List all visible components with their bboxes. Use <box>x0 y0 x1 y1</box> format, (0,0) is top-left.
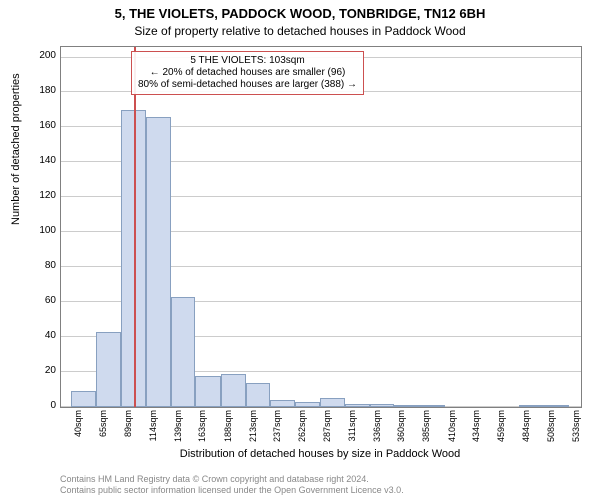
x-tick-label: 114sqm <box>149 410 158 450</box>
x-tick-label: 385sqm <box>422 410 431 450</box>
x-tick-label: 336sqm <box>373 410 382 450</box>
y-tick-label: 60 <box>26 296 56 306</box>
x-tick-label: 311sqm <box>348 410 357 450</box>
histogram-bar <box>320 398 344 407</box>
annotation-line3: 80% of semi-detached houses are larger (… <box>138 79 357 91</box>
x-tick-label: 139sqm <box>174 410 183 450</box>
x-tick-label: 188sqm <box>224 410 233 450</box>
x-tick-label: 262sqm <box>298 410 307 450</box>
y-axis-label: Number of detached properties <box>10 73 22 225</box>
title-main: 5, THE VIOLETS, PADDOCK WOOD, TONBRIDGE,… <box>0 6 600 21</box>
x-tick-label: 213sqm <box>249 410 258 450</box>
y-tick-label: 20 <box>26 366 56 376</box>
annotation-box: 5 THE VIOLETS: 103sqm← 20% of detached h… <box>131 51 364 95</box>
histogram-bar <box>345 404 370 407</box>
x-tick-label: 410sqm <box>448 410 457 450</box>
x-tick-label: 360sqm <box>397 410 406 450</box>
y-tick-label: 0 <box>26 401 56 411</box>
histogram-bar <box>544 405 569 407</box>
histogram-bar <box>246 383 270 407</box>
histogram-bar <box>221 374 246 407</box>
x-tick-label: 434sqm <box>472 410 481 450</box>
y-tick-label: 160 <box>26 121 56 131</box>
x-tick-label: 533sqm <box>572 410 581 450</box>
x-tick-label: 237sqm <box>273 410 282 450</box>
histogram-bar <box>146 117 171 407</box>
histogram-bar <box>394 405 419 407</box>
y-tick-label: 40 <box>26 331 56 341</box>
histogram-bar <box>171 297 195 407</box>
y-tick-label: 180 <box>26 86 56 96</box>
x-tick-label: 287sqm <box>323 410 332 450</box>
y-tick-label: 100 <box>26 226 56 236</box>
annotation-line2: ← 20% of detached houses are smaller (96… <box>138 67 357 79</box>
x-tick-label: 65sqm <box>99 410 108 450</box>
y-tick-label: 200 <box>26 51 56 61</box>
histogram-bar <box>195 376 220 407</box>
attribution-line2: Contains public sector information licen… <box>60 485 404 496</box>
histogram-bar <box>295 402 320 407</box>
x-tick-label: 163sqm <box>198 410 207 450</box>
title-sub: Size of property relative to detached ho… <box>0 24 600 38</box>
histogram-bar <box>71 391 96 407</box>
chart-container: 5, THE VIOLETS, PADDOCK WOOD, TONBRIDGE,… <box>0 0 600 500</box>
y-tick-label: 140 <box>26 156 56 166</box>
histogram-bar <box>370 404 394 407</box>
x-tick-label: 484sqm <box>522 410 531 450</box>
y-tick-label: 120 <box>26 191 56 201</box>
annotation-line1: 5 THE VIOLETS: 103sqm <box>138 55 357 67</box>
x-tick-label: 89sqm <box>124 410 133 450</box>
x-tick-label: 40sqm <box>74 410 83 450</box>
x-axis-label: Distribution of detached houses by size … <box>60 448 580 460</box>
attribution: Contains HM Land Registry data © Crown c… <box>60 474 404 496</box>
histogram-bar <box>519 405 543 407</box>
plot-area: 5 THE VIOLETS: 103sqm← 20% of detached h… <box>60 46 582 408</box>
x-tick-label: 459sqm <box>497 410 506 450</box>
attribution-line1: Contains HM Land Registry data © Crown c… <box>60 474 404 485</box>
histogram-bar <box>96 332 120 407</box>
x-tick-label: 508sqm <box>547 410 556 450</box>
histogram-bar <box>270 400 295 407</box>
y-tick-label: 80 <box>26 261 56 271</box>
histogram-bar <box>419 405 444 407</box>
marker-line <box>134 47 136 407</box>
